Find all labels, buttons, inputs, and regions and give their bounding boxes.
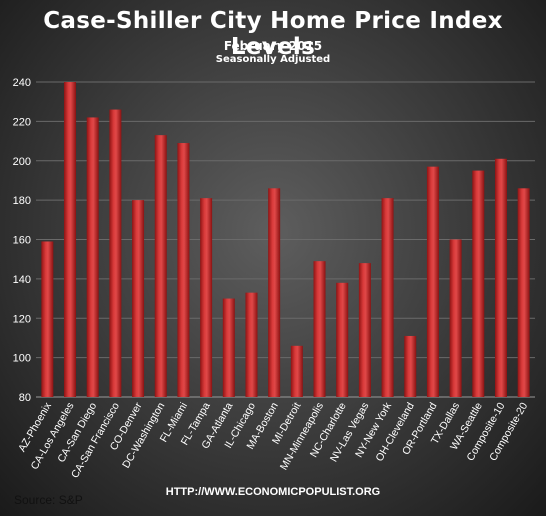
y-tick-labels: 80 100 120 140 160 180 200 220 240 <box>13 77 31 404</box>
bar-ga-atlanta <box>222 298 235 397</box>
bars <box>41 82 530 397</box>
bar-ca-san-francisco <box>109 109 122 397</box>
bar-composite-20 <box>517 188 530 397</box>
bar-nv-las-vegas <box>358 263 371 397</box>
bar-oh-cleveland <box>404 335 417 397</box>
y-tick-label: 240 <box>13 77 31 89</box>
website-url: HTTP://WWW.ECONOMICPOPULIST.ORG <box>165 486 381 498</box>
bar-wa-seattle <box>472 170 485 397</box>
chart-title: Case-Shiller City Home Price Index Level… <box>43 8 503 60</box>
y-tick-label: 140 <box>13 274 31 286</box>
y-tick-label: 80 <box>19 392 31 404</box>
bar-ny-new-york <box>381 198 394 397</box>
y-tick-label: 160 <box>13 235 31 247</box>
source-note: Source: S&P <box>14 493 83 507</box>
y-tick-label: 180 <box>13 195 31 207</box>
y-tick-label: 120 <box>13 313 31 325</box>
bar-tx-dallas <box>449 239 462 397</box>
bar-mi-detroit <box>290 345 303 397</box>
bar-co-denver <box>132 200 145 397</box>
bar-ma-boston <box>268 188 281 397</box>
bar-fl-tampa <box>200 198 213 397</box>
chart-subtitle-2: Seasonally Adjusted <box>215 54 331 65</box>
bar-composite-10 <box>494 158 507 397</box>
y-tick-label: 220 <box>13 116 31 128</box>
y-tick-label: 100 <box>13 353 31 365</box>
bar-nc-charlotte <box>336 282 349 397</box>
bar-ca-san-diego <box>86 117 99 397</box>
chart-subtitle: February 2015 <box>223 39 323 53</box>
bar-ca-los-angeles <box>64 82 77 397</box>
bar-mn-minneapolis <box>313 261 326 397</box>
bar-or-portland <box>426 166 439 397</box>
bar-dc-washington <box>154 135 167 397</box>
bar-fl-miami <box>177 143 190 397</box>
bar-az-phoenix <box>41 241 54 397</box>
bar-il-chicago <box>245 292 258 397</box>
y-tick-label: 200 <box>13 156 31 168</box>
